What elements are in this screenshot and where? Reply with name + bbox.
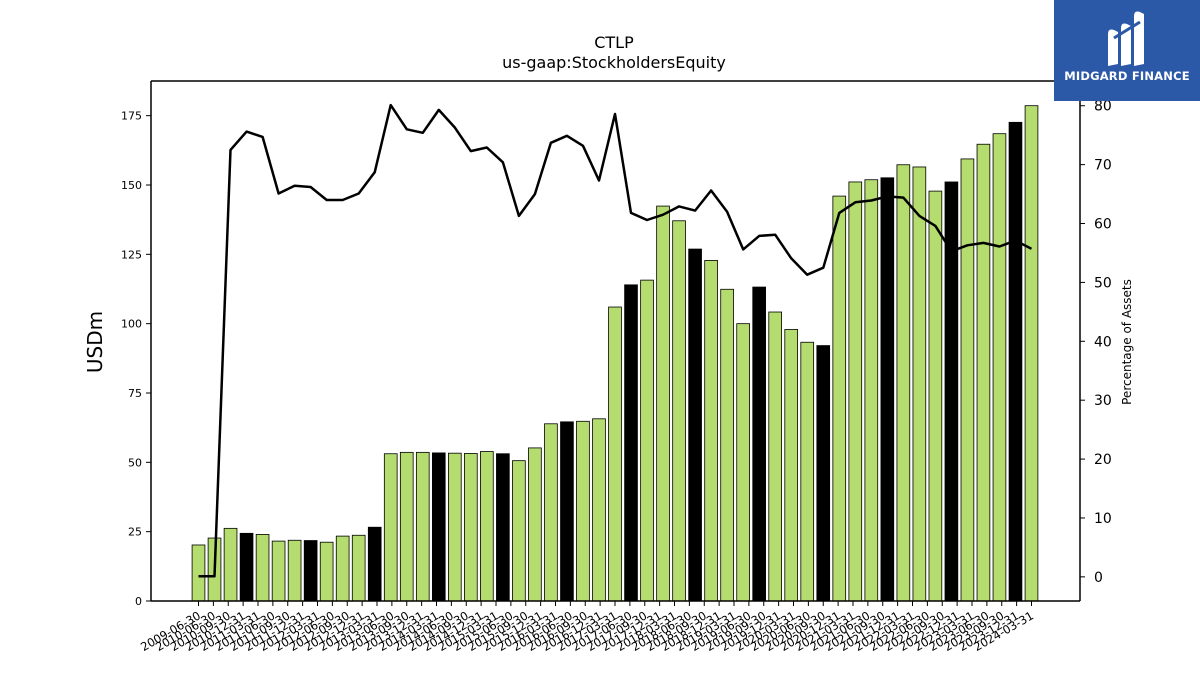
y2-axis-label: Percentage of Assets	[1120, 279, 1134, 405]
bar	[976, 143, 991, 602]
bar	[399, 451, 414, 602]
y2-tick-label: 50	[1094, 275, 1112, 291]
bar	[896, 164, 911, 602]
y-tick-label: 150	[121, 179, 142, 192]
chart-subtitle: us-gaap:StockholdersEquity	[502, 53, 726, 72]
bar	[319, 541, 334, 602]
y-axis-label: USDm	[83, 311, 107, 373]
bar	[560, 421, 574, 602]
bar	[928, 190, 943, 602]
y2-tick-label: 60	[1094, 217, 1112, 233]
bar	[528, 447, 542, 602]
bar	[752, 286, 766, 602]
y-tick-label: 175	[121, 110, 142, 123]
y2-tick-label: 40	[1094, 334, 1112, 350]
bar	[431, 452, 446, 602]
y2-tick-label: 80	[1094, 99, 1112, 115]
y2-tick-label: 30	[1094, 393, 1112, 409]
bar	[447, 452, 462, 602]
y2-tick-label: 20	[1094, 452, 1112, 468]
y-tick-label: 0	[135, 595, 142, 608]
y-tick-label: 25	[128, 526, 142, 539]
chart-title: CTLP	[594, 33, 634, 52]
bar	[848, 181, 863, 602]
bar	[1024, 105, 1039, 602]
bar	[784, 329, 799, 602]
bar	[880, 177, 895, 602]
bar	[576, 420, 590, 602]
y-tick-label: 50	[128, 456, 142, 469]
bar	[383, 453, 398, 602]
bar	[608, 306, 622, 602]
bar	[1008, 121, 1023, 602]
logo-text: MIDGARD FINANCE	[1064, 69, 1190, 83]
bar	[191, 544, 206, 602]
bar	[832, 195, 847, 602]
percentage-line	[198, 103, 1033, 578]
bar	[864, 179, 879, 602]
bar	[223, 527, 238, 602]
bar	[255, 534, 270, 602]
bar	[960, 158, 975, 602]
bar	[592, 418, 606, 602]
bar	[624, 284, 638, 602]
bar	[912, 166, 927, 602]
bar	[271, 540, 286, 602]
x-axis-ticks: 2009-06-302010-06-302010-09-302010-12-31…	[138, 601, 1036, 654]
bar	[704, 260, 718, 602]
bar	[287, 539, 302, 602]
bar	[720, 288, 734, 602]
bar	[736, 323, 750, 602]
bar	[544, 423, 558, 602]
bar	[672, 220, 686, 602]
bar	[464, 453, 478, 602]
bar	[415, 451, 430, 602]
y2-axis-ticks: 0 10 20 30 40 50 60 70 80	[1080, 99, 1112, 586]
bar	[351, 534, 366, 602]
bar	[800, 341, 815, 602]
y2-tick-label: 70	[1094, 158, 1112, 174]
bar	[992, 133, 1007, 602]
bar	[239, 532, 254, 602]
y2-tick-label: 10	[1094, 511, 1112, 527]
bar	[303, 540, 318, 602]
bar	[367, 526, 382, 602]
y-tick-label: 75	[128, 387, 142, 400]
bar	[816, 345, 831, 602]
y-tick-label: 125	[121, 248, 142, 261]
bar	[640, 279, 654, 602]
midgard-logo-icon	[1108, 11, 1144, 66]
y-tick-label: 100	[121, 318, 142, 331]
midgard-finance-logo: MIDGARD FINANCE	[1054, 0, 1200, 101]
bar	[656, 205, 670, 602]
y-axis-ticks: 0 25 50 75 100 125 150 175	[121, 110, 151, 608]
bar	[688, 248, 702, 602]
bar	[496, 453, 510, 602]
bar	[335, 535, 350, 602]
bar	[768, 311, 782, 602]
bar	[480, 451, 494, 602]
bar-series	[191, 105, 1039, 602]
percentage-line-series	[198, 103, 1033, 578]
bar	[512, 460, 526, 602]
y2-tick-label: 0	[1094, 570, 1103, 586]
